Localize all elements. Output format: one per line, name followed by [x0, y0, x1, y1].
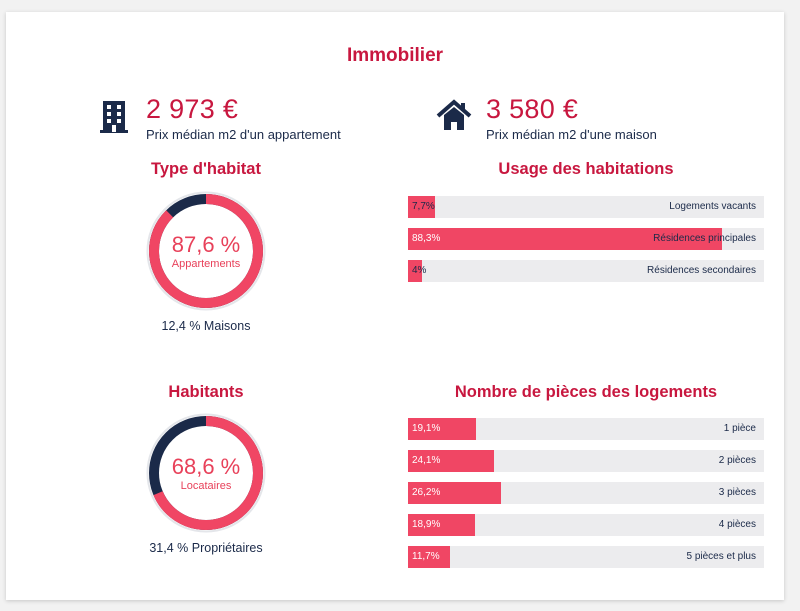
bar-fill [408, 482, 502, 504]
pieces-row: 11,7% 5 pièces et plus [408, 546, 764, 568]
donut-arc-apartments [149, 194, 263, 308]
section-title: Immobilier [346, 45, 444, 66]
building-icon [100, 101, 128, 133]
usage-row: 88,3% Résidences principales [408, 228, 764, 250]
bar-value: 26,2% [412, 487, 441, 498]
bar-fill [408, 228, 723, 250]
bar-label: Logements vacants [669, 201, 756, 212]
bar-fill [408, 514, 476, 536]
donut-percentage: 68,6 % [171, 453, 241, 479]
bar-fill [408, 260, 423, 282]
donut-chart [146, 413, 266, 533]
bar-fill [408, 418, 476, 440]
bar-label: Résidences secondaires [647, 265, 756, 276]
type-habitat-title: Type d'habitat [151, 160, 261, 178]
usage-bars: 7,7% Logements vacants 88,3% Résidences pri… [408, 196, 764, 292]
donut-label: Locataires [180, 479, 232, 492]
price-apartment: 2 973 € Prix médian m2 d'un appartement [94, 94, 341, 142]
habitants-title: Habitants [168, 383, 244, 401]
immobilier-card: Immobilier 2 973 € Prix médian m2 d'un a… [6, 12, 784, 600]
donut-arc-tenants [149, 416, 263, 530]
price-apartment-label: Prix médian m2 d'un appartement [146, 127, 341, 142]
bar-label: 2 pièces [718, 455, 756, 466]
pieces-title: Nombre de pièces des logements [454, 383, 718, 401]
pieces-row: 24,1% 2 pièces [408, 450, 764, 472]
bar-value: 19,1% [412, 423, 441, 434]
pieces-row: 18,9% 4 pièces [408, 514, 764, 536]
habitants-donut: 68,6 % Locataires [143, 410, 269, 536]
bar-label: 3 pièces [718, 487, 756, 498]
usage-title: Usage des habitations [498, 160, 674, 178]
bar-fill [408, 450, 494, 472]
bar-value: 88,3% [412, 233, 441, 244]
bar-value: 7,7% [412, 201, 435, 212]
price-house-value: 3 580 € [486, 94, 579, 124]
bar-fill [408, 546, 450, 568]
type-habitat-donut: 87,6 % Appartements [143, 188, 269, 314]
bar-value: 18,9% [412, 519, 441, 530]
bar-value: 4% [412, 265, 427, 276]
bar-value: 24,1% [412, 455, 441, 466]
price-house: 3 580 € Prix médian m2 d'une maison [434, 94, 657, 142]
bar-label: 4 pièces [718, 519, 756, 530]
type-habitat-caption: 12,4 % Maisons [161, 319, 251, 333]
donut-chart [146, 191, 266, 311]
price-house-label: Prix médian m2 d'une maison [486, 127, 657, 142]
donut-percentage: 87,6 % [171, 231, 241, 257]
house-icon [436, 99, 472, 130]
bar-label: 1 pièce [723, 423, 756, 434]
usage-row: 4% Résidences secondaires [408, 260, 764, 282]
pieces-row: 19,1% 1 pièce [408, 418, 764, 440]
pieces-row: 26,2% 3 pièces [408, 482, 764, 504]
bar-fill [408, 196, 436, 218]
habitants-caption: 31,4 % Propriétaires [149, 541, 263, 555]
bar-value: 11,7% [412, 551, 440, 562]
price-apartment-value: 2 973 € [146, 94, 239, 124]
bar-label: Résidences principales [653, 233, 756, 244]
usage-row: 7,7% Logements vacants [408, 196, 764, 218]
donut-label: Appartements [171, 257, 241, 270]
pieces-bars: 19,1% 1 pièce 24,1% 2 pièces 26,2% 3 pièces 18… [408, 418, 764, 578]
bar-label: 5 pièces et plus [686, 551, 757, 562]
